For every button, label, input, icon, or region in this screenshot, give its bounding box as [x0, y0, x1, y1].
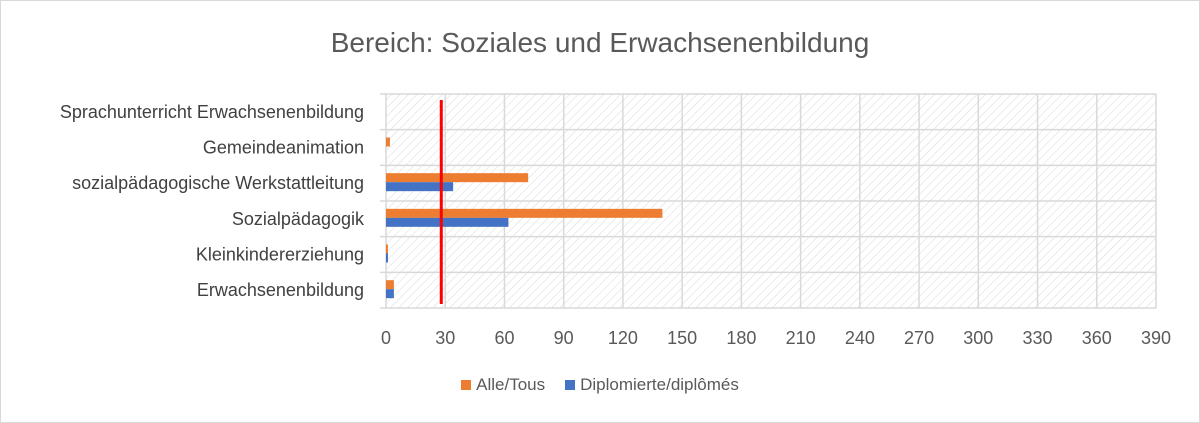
x-tick-label: 60 — [494, 328, 514, 348]
bar-alle — [386, 137, 390, 147]
category-label: Sprachunterricht Erwachsenenbildung — [60, 102, 364, 122]
x-tick-label: 390 — [1141, 328, 1171, 348]
x-tick-label: 90 — [554, 328, 574, 348]
bar-alle — [386, 208, 663, 218]
bar-alle — [386, 280, 394, 290]
x-tick-label: 270 — [904, 328, 934, 348]
bar-alle — [386, 244, 388, 254]
x-tick-label: 30 — [435, 328, 455, 348]
bar-diplomierte — [386, 289, 394, 299]
chart-title: Bereich: Soziales und Erwachsenenbildung — [330, 27, 870, 58]
category-label: Erwachsenenbildung — [197, 280, 364, 300]
legend-label: Alle/Tous — [476, 375, 546, 394]
legend-label: Diplomierte/diplômés — [580, 375, 739, 394]
x-tick-label: 0 — [381, 328, 391, 348]
legend-item: Alle/Tous — [461, 375, 545, 395]
category-label: Sozialpädagogik — [232, 209, 365, 229]
category-label: Gemeindeanimation — [203, 138, 364, 158]
category-label: sozialpädagogische Werkstattleitung — [72, 173, 364, 193]
x-tick-label: 360 — [1082, 328, 1112, 348]
x-tick-label: 330 — [1023, 328, 1053, 348]
legend-item: Diplomierte/diplômés — [565, 375, 739, 395]
legend-swatch — [565, 380, 576, 390]
x-tick-label: 210 — [786, 328, 816, 348]
x-tick-label: 120 — [608, 328, 638, 348]
bar-diplomierte — [386, 253, 388, 263]
legend-swatch — [461, 380, 472, 390]
x-tick-label: 240 — [845, 328, 875, 348]
bar-alle — [386, 173, 529, 183]
legend: Alle/Tous Diplomierte/diplômés — [1, 375, 1199, 395]
x-tick-label: 180 — [726, 328, 756, 348]
bar-diplomierte — [386, 182, 454, 192]
bar-diplomierte — [386, 217, 509, 227]
x-tick-label: 150 — [667, 328, 697, 348]
category-label: Kleinkindererziehung — [196, 245, 364, 265]
x-tick-label: 300 — [963, 328, 993, 348]
